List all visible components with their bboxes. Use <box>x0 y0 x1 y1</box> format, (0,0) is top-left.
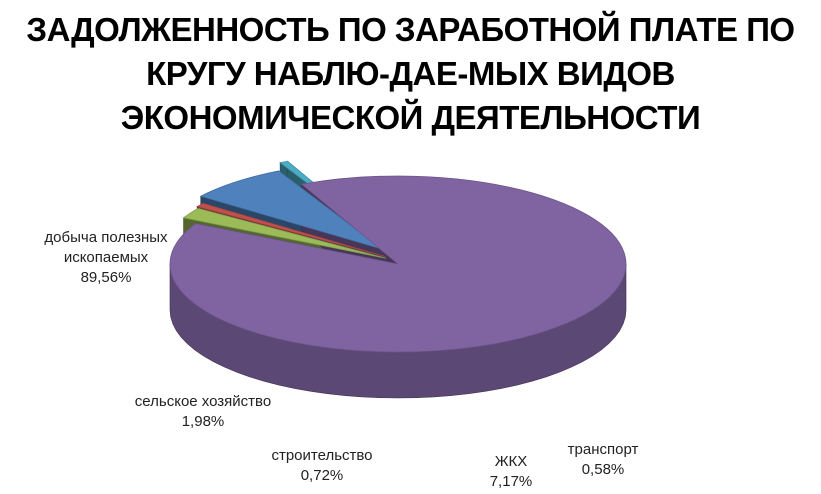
label-mining-value: 89,56% <box>80 269 132 286</box>
chart-title: ЗАДОЛЖЕННОСТЬ ПО ЗАРАБОТНОЙ ПЛАТЕ ПО КРУ… <box>0 8 821 140</box>
chart-title-line-1: ЗАДОЛЖЕННОСТЬ ПО ЗАРАБОТНОЙ ПЛАТЕ ПО <box>26 11 795 48</box>
chart-title-line-3: ЭКОНОМИЧЕСКОЙ ДЕЯТЕЛЬНОСТИ <box>120 99 701 136</box>
label-transport-value: 0,58% <box>581 461 625 478</box>
label-housing-value: 7,17% <box>489 473 533 490</box>
label-transport: транспорт 0,58% <box>548 440 658 480</box>
label-housing-name: ЖКХ <box>494 453 528 470</box>
label-agriculture-name: сельское хозяйство <box>134 393 272 410</box>
label-construction-name: строительство <box>271 447 373 464</box>
slice-housing-top <box>199 170 383 250</box>
label-construction-value: 0,72% <box>300 467 344 484</box>
slice-construction-top <box>196 202 386 257</box>
label-construction: строительство 0,72% <box>252 446 392 486</box>
chart-title-line-2: КРУГУ НАБЛЮ-ДАЕ-МЫХ ВИДОВ <box>146 55 675 92</box>
slice-mining-top <box>169 175 627 353</box>
label-mining-line-1: добыча полезных <box>44 229 168 246</box>
label-mining-line-2: ископаемых <box>63 249 149 266</box>
label-agriculture-value: 1,98% <box>181 413 225 430</box>
label-housing: ЖКХ 7,17% <box>476 452 546 492</box>
label-mining: добыча полезных ископаемых 89,56% <box>26 228 186 288</box>
label-transport-name: транспорт <box>567 441 639 458</box>
label-agriculture: сельское хозяйство 1,98% <box>108 392 298 432</box>
pie-tops <box>169 160 627 353</box>
slice-agriculture-top <box>182 207 387 259</box>
